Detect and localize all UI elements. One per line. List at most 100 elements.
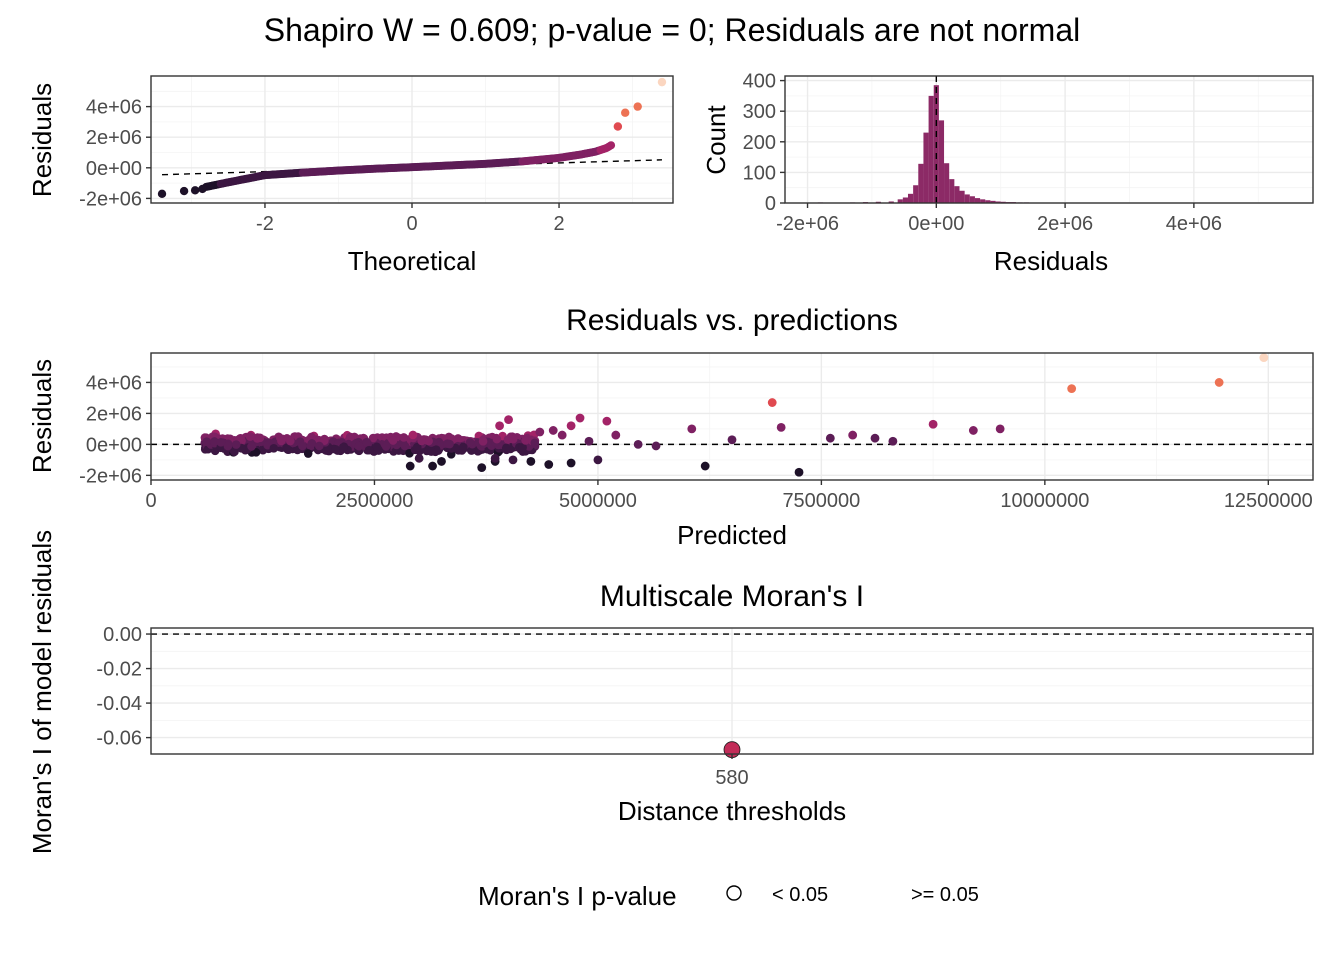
qq-x-tick-label: -2	[256, 213, 274, 235]
rvp-x-tick-label: 0	[145, 490, 156, 512]
rvp-point	[412, 442, 422, 452]
moran-y-tick-label: -0.02	[96, 659, 142, 681]
rvp-point	[557, 430, 567, 440]
moran-y-tick-label: 0.00	[103, 624, 142, 646]
rvp-x-tick-label: 7500000	[782, 490, 860, 512]
hist-bar	[944, 163, 950, 203]
hist-bar	[974, 198, 981, 203]
hist-bar	[897, 199, 903, 203]
qq-point	[657, 77, 667, 87]
rvp-x-tick-label: 2500000	[336, 490, 414, 512]
hist-frame	[784, 75, 1314, 204]
rvp-x-tick-label: 5000000	[559, 490, 637, 512]
rvp-point	[408, 430, 418, 440]
rvp-point	[492, 434, 502, 444]
rvp-point	[298, 441, 307, 451]
rvp-point	[508, 434, 518, 444]
qq-x-axis-label: Theoretical	[348, 246, 477, 276]
hist-bar	[902, 197, 908, 203]
rvp-point	[825, 433, 835, 443]
rvp-point	[223, 441, 233, 451]
hist-bar	[969, 196, 975, 203]
rvp-point	[593, 455, 603, 465]
rvp-point	[364, 445, 374, 455]
hist-bar	[995, 201, 1001, 203]
rvp-point	[255, 433, 265, 443]
hist-bar	[913, 185, 919, 203]
hist-bar	[959, 190, 965, 203]
rvp-point	[490, 453, 500, 463]
qq-y-tick-label: -2e+06	[79, 188, 142, 210]
hist-y-tick-label: 100	[743, 162, 776, 184]
legend-key-significant	[726, 885, 742, 901]
rvp-point	[417, 436, 426, 446]
rvp-point	[414, 453, 424, 463]
rvp-point	[245, 432, 255, 441]
main-title: Shapiro W = 0.609; p-value = 0; Residual…	[264, 12, 1080, 48]
rvp-x-tick-label: 12500000	[1224, 490, 1313, 512]
rvp-point	[518, 443, 527, 452]
moran-y-tick-label: -0.06	[96, 728, 142, 750]
qq-point	[198, 184, 207, 194]
hist-y-tick-label: 400	[743, 71, 776, 93]
rvp-point	[544, 460, 554, 469]
rvp-point	[1259, 353, 1269, 363]
legend: Moran's I p-value < 0.05 >= 0.05	[478, 881, 979, 911]
hist-x-axis-label: Residuals	[994, 246, 1108, 276]
rvp-point	[368, 433, 378, 443]
rvp-y-tick-label: 4e+06	[86, 372, 142, 394]
rvp-point	[216, 437, 226, 447]
hist-x-tick-label: -2e+06	[776, 213, 839, 235]
rvp-point	[928, 419, 938, 429]
hist-x-tick-label: 4e+06	[1166, 213, 1222, 235]
qq-point	[157, 189, 167, 199]
qq-y-tick-label: 0e+00	[86, 158, 142, 180]
rvp-x-tick-label: 10000000	[1000, 490, 1089, 512]
rvp-point	[611, 430, 621, 440]
rvp-point	[968, 426, 978, 435]
rvp-point	[651, 441, 661, 451]
rvp-point	[405, 461, 415, 471]
rvp-x-axis-label: Predicted	[677, 520, 787, 550]
rvp-point	[247, 442, 256, 451]
hist-bar	[964, 194, 970, 203]
legend-label-not-significant: >= 0.05	[911, 884, 979, 906]
rvp-point	[465, 438, 475, 447]
hist-bar	[923, 132, 929, 203]
qq-point	[190, 186, 200, 195]
hist-bar	[888, 201, 894, 203]
qq-x-tick-label: 0	[406, 213, 417, 235]
rvp-point	[427, 447, 436, 456]
rvp-point	[633, 439, 643, 449]
rvp-y-tick-label: -2e+06	[79, 465, 142, 487]
rvp-point	[307, 439, 317, 448]
rvp-point	[767, 398, 777, 407]
hist-y-tick-label: 300	[743, 101, 776, 123]
rvp-point	[548, 426, 558, 435]
qq-y-tick-label: 4e+06	[86, 97, 142, 119]
hist-bar	[985, 200, 991, 203]
rvp-point	[277, 436, 286, 446]
rvp-point	[535, 427, 545, 437]
rvp-point	[372, 442, 382, 452]
hist-bar	[907, 193, 914, 203]
rvp-point	[794, 467, 804, 477]
rvp-point	[236, 433, 245, 443]
hist-y-tick-label: 200	[743, 132, 776, 154]
qq-point	[621, 108, 630, 117]
rvp-point	[428, 461, 437, 471]
rvp-point	[870, 433, 880, 443]
rvp-title: Residuals vs. predictions	[566, 304, 898, 337]
rvp-point	[467, 446, 476, 455]
moran-x-tick-label: 580	[715, 767, 748, 789]
qq-x-tick-label: 2	[553, 213, 564, 235]
rvp-point	[530, 438, 540, 448]
rvp-y-axis-label: Residuals	[27, 359, 57, 473]
rvp-point	[521, 436, 530, 445]
rvp-y-tick-label: 0e+00	[86, 434, 142, 456]
rvp-point	[437, 457, 446, 466]
rvp-point	[1067, 384, 1077, 394]
hist-bar	[990, 200, 996, 203]
moran-y-axis-label: Moran's I of model residuals	[27, 530, 57, 854]
